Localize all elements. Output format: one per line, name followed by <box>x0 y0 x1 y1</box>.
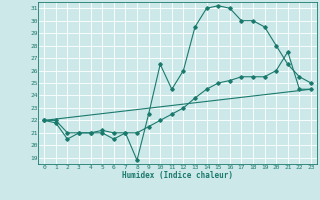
X-axis label: Humidex (Indice chaleur): Humidex (Indice chaleur) <box>122 171 233 180</box>
